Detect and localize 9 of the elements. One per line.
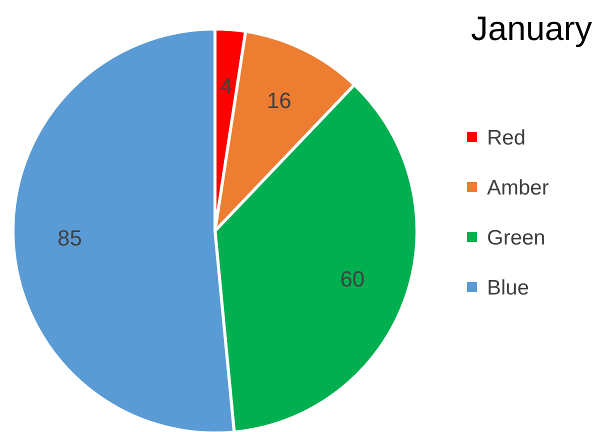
data-label: 85 (57, 226, 82, 251)
legend-label: Amber (487, 176, 549, 200)
data-label: 16 (266, 88, 292, 114)
data-label: 60 (340, 266, 365, 292)
chart-title: January (471, 10, 592, 48)
legend-label: Green (487, 226, 546, 250)
data-label: 4 (220, 74, 232, 99)
legend-label: Blue (487, 276, 530, 300)
legend-label: Red (487, 126, 526, 150)
